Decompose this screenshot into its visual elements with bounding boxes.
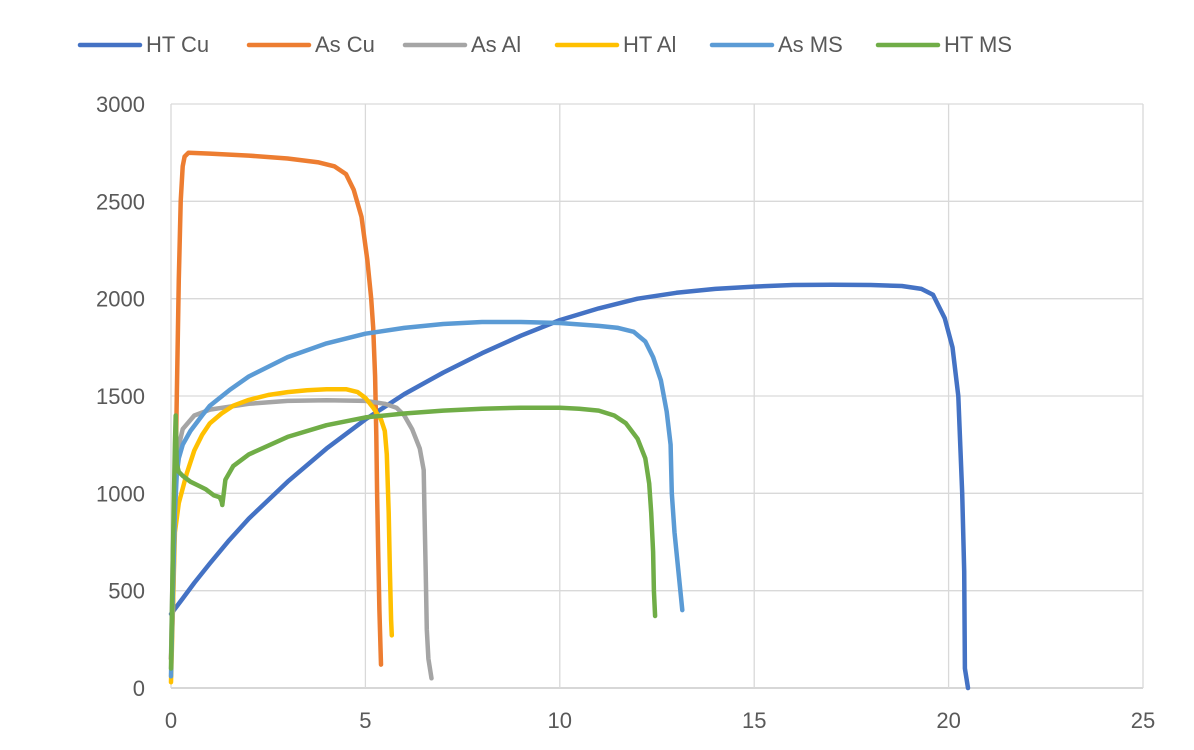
legend-item: HT Al [554, 32, 676, 57]
legend-item: As Al [402, 32, 521, 57]
gridlines [170, 103, 1144, 689]
x-tick-label: 20 [936, 708, 960, 733]
y-axis-tick-labels: 0 500 1000 1500 2000 2500 3000 [96, 92, 145, 701]
x-tick-label: 15 [742, 708, 766, 733]
x-axis-tick-labels: 0 5 10 15 20 25 [165, 708, 1155, 733]
series-line-ht-cu [168, 282, 971, 691]
series-line-ht-al [168, 386, 395, 685]
legend-label: As Cu [315, 32, 375, 57]
legend-label: HT MS [944, 32, 1012, 57]
legend: HT Cu As Cu As Al HT Al As MS HT MS [77, 32, 1012, 57]
x-tick-label: 25 [1131, 708, 1155, 733]
legend-label: As Al [471, 32, 521, 57]
legend-item: As MS [709, 32, 843, 57]
legend-label: HT Al [623, 32, 676, 57]
y-tick-label: 1500 [96, 384, 145, 409]
legend-item: HT Cu [77, 32, 209, 57]
legend-item: HT MS [875, 32, 1012, 57]
x-tick-label: 10 [548, 708, 572, 733]
x-tick-label: 0 [165, 708, 177, 733]
y-tick-label: 0 [133, 676, 145, 701]
legend-item: As Cu [246, 32, 375, 57]
series-line-as-al [168, 398, 434, 681]
y-tick-label: 3000 [96, 92, 145, 117]
series-line-as-ms [168, 319, 685, 679]
legend-label: As MS [778, 32, 843, 57]
series-line-ht-ms [168, 405, 658, 671]
series-lines [168, 150, 971, 691]
y-tick-label: 2000 [96, 287, 145, 312]
legend-label: HT Cu [146, 32, 209, 57]
x-tick-label: 5 [359, 708, 371, 733]
y-tick-label: 2500 [96, 189, 145, 214]
y-tick-label: 500 [108, 579, 145, 604]
y-tick-label: 1000 [96, 481, 145, 506]
series-line-as-cu [168, 150, 384, 667]
